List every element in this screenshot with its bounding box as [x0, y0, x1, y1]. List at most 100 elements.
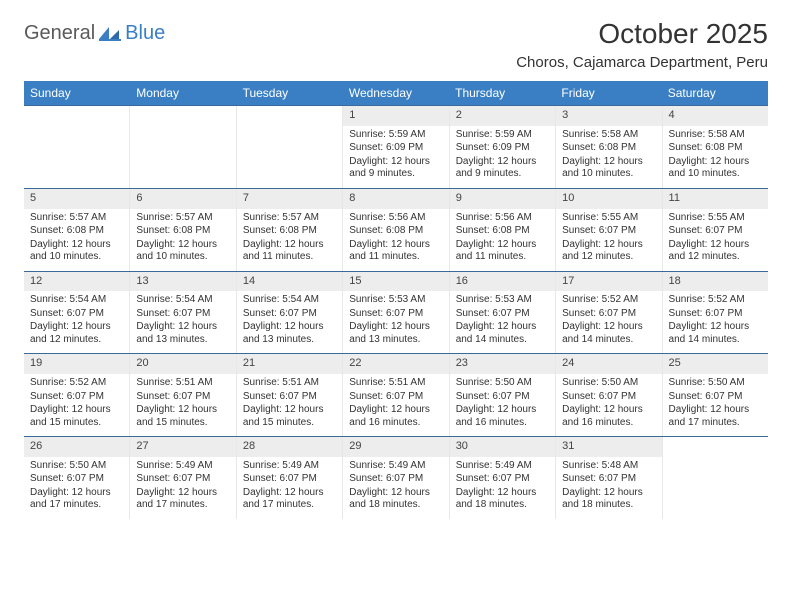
sunrise-text: Sunrise: 5:54 AM	[136, 294, 229, 307]
day-body: Sunrise: 5:53 AMSunset: 6:07 PMDaylight:…	[343, 291, 448, 353]
sunrise-text: Sunrise: 5:53 AM	[349, 294, 442, 307]
sunrise-text: Sunrise: 5:49 AM	[243, 460, 336, 473]
sunrise-text: Sunrise: 5:59 AM	[456, 129, 549, 142]
sunset-text: Sunset: 6:08 PM	[349, 225, 442, 238]
day-number: 6	[130, 189, 235, 209]
day-body: Sunrise: 5:54 AMSunset: 6:07 PMDaylight:…	[24, 291, 129, 353]
logo-sail-icon	[99, 27, 121, 41]
day-number: 29	[343, 437, 448, 457]
sunrise-text: Sunrise: 5:57 AM	[30, 212, 123, 225]
day-cell: 30Sunrise: 5:49 AMSunset: 6:07 PMDayligh…	[450, 437, 556, 519]
day-body: Sunrise: 5:48 AMSunset: 6:07 PMDaylight:…	[556, 457, 661, 519]
day-body: Sunrise: 5:57 AMSunset: 6:08 PMDaylight:…	[24, 209, 129, 271]
day-body: Sunrise: 5:58 AMSunset: 6:08 PMDaylight:…	[556, 126, 661, 188]
day-number: 20	[130, 354, 235, 374]
week-row: 1Sunrise: 5:59 AMSunset: 6:09 PMDaylight…	[24, 105, 768, 188]
sunset-text: Sunset: 6:07 PM	[349, 308, 442, 321]
sunrise-text: Sunrise: 5:52 AM	[562, 294, 655, 307]
title-block: October 2025 Choros, Cajamarca Departmen…	[516, 18, 768, 71]
header: General Blue October 2025 Choros, Cajama…	[24, 18, 768, 71]
calendar: SundayMondayTuesdayWednesdayThursdayFrid…	[24, 81, 768, 519]
day-number: 17	[556, 272, 661, 292]
day-body: Sunrise: 5:57 AMSunset: 6:08 PMDaylight:…	[130, 209, 235, 271]
sunset-text: Sunset: 6:08 PM	[456, 225, 549, 238]
daylight-text: Daylight: 12 hours and 9 minutes.	[456, 156, 549, 181]
sunset-text: Sunset: 6:07 PM	[669, 308, 762, 321]
daylight-text: Daylight: 12 hours and 10 minutes.	[562, 156, 655, 181]
day-number	[24, 106, 129, 126]
daylight-text: Daylight: 12 hours and 13 minutes.	[349, 321, 442, 346]
day-body: Sunrise: 5:54 AMSunset: 6:07 PMDaylight:…	[237, 291, 342, 353]
weeks-container: 1Sunrise: 5:59 AMSunset: 6:09 PMDaylight…	[24, 105, 768, 519]
day-body	[663, 457, 768, 466]
daylight-text: Daylight: 12 hours and 11 minutes.	[243, 239, 336, 264]
day-number: 21	[237, 354, 342, 374]
day-body: Sunrise: 5:50 AMSunset: 6:07 PMDaylight:…	[556, 374, 661, 436]
day-body: Sunrise: 5:52 AMSunset: 6:07 PMDaylight:…	[24, 374, 129, 436]
sunset-text: Sunset: 6:08 PM	[30, 225, 123, 238]
day-cell: 29Sunrise: 5:49 AMSunset: 6:07 PMDayligh…	[343, 437, 449, 519]
logo: General Blue	[24, 22, 165, 45]
day-cell: 13Sunrise: 5:54 AMSunset: 6:07 PMDayligh…	[130, 272, 236, 354]
day-header-cell: Saturday	[662, 81, 768, 105]
daylight-text: Daylight: 12 hours and 17 minutes.	[243, 487, 336, 512]
month-title: October 2025	[516, 18, 768, 50]
day-cell: 12Sunrise: 5:54 AMSunset: 6:07 PMDayligh…	[24, 272, 130, 354]
week-row: 5Sunrise: 5:57 AMSunset: 6:08 PMDaylight…	[24, 188, 768, 271]
daylight-text: Daylight: 12 hours and 11 minutes.	[456, 239, 549, 264]
day-cell: 16Sunrise: 5:53 AMSunset: 6:07 PMDayligh…	[450, 272, 556, 354]
day-number: 11	[663, 189, 768, 209]
day-cell: 26Sunrise: 5:50 AMSunset: 6:07 PMDayligh…	[24, 437, 130, 519]
location-text: Choros, Cajamarca Department, Peru	[516, 54, 768, 71]
daylight-text: Daylight: 12 hours and 16 minutes.	[349, 404, 442, 429]
sunset-text: Sunset: 6:09 PM	[456, 142, 549, 155]
day-body: Sunrise: 5:55 AMSunset: 6:07 PMDaylight:…	[663, 209, 768, 271]
daylight-text: Daylight: 12 hours and 12 minutes.	[562, 239, 655, 264]
sunset-text: Sunset: 6:07 PM	[669, 391, 762, 404]
day-cell: 1Sunrise: 5:59 AMSunset: 6:09 PMDaylight…	[343, 106, 449, 188]
day-number: 16	[450, 272, 555, 292]
day-number: 18	[663, 272, 768, 292]
day-cell: 27Sunrise: 5:49 AMSunset: 6:07 PMDayligh…	[130, 437, 236, 519]
day-number: 10	[556, 189, 661, 209]
sunset-text: Sunset: 6:07 PM	[30, 308, 123, 321]
daylight-text: Daylight: 12 hours and 15 minutes.	[136, 404, 229, 429]
day-number: 15	[343, 272, 448, 292]
day-cell	[130, 106, 236, 188]
sunset-text: Sunset: 6:07 PM	[562, 308, 655, 321]
day-number: 22	[343, 354, 448, 374]
sunset-text: Sunset: 6:07 PM	[349, 473, 442, 486]
day-body: Sunrise: 5:50 AMSunset: 6:07 PMDaylight:…	[663, 374, 768, 436]
day-header-cell: Monday	[130, 81, 236, 105]
sunset-text: Sunset: 6:07 PM	[243, 308, 336, 321]
sunset-text: Sunset: 6:07 PM	[562, 391, 655, 404]
sunset-text: Sunset: 6:07 PM	[456, 473, 549, 486]
sunset-text: Sunset: 6:07 PM	[243, 473, 336, 486]
sunset-text: Sunset: 6:08 PM	[669, 142, 762, 155]
day-cell: 6Sunrise: 5:57 AMSunset: 6:08 PMDaylight…	[130, 189, 236, 271]
day-number: 30	[450, 437, 555, 457]
day-cell	[663, 437, 768, 519]
day-number: 26	[24, 437, 129, 457]
logo-text-blue: Blue	[125, 22, 165, 45]
day-cell: 25Sunrise: 5:50 AMSunset: 6:07 PMDayligh…	[663, 354, 768, 436]
sunset-text: Sunset: 6:07 PM	[456, 391, 549, 404]
sunrise-text: Sunrise: 5:49 AM	[349, 460, 442, 473]
day-number: 7	[237, 189, 342, 209]
day-number: 8	[343, 189, 448, 209]
day-cell: 10Sunrise: 5:55 AMSunset: 6:07 PMDayligh…	[556, 189, 662, 271]
day-number: 14	[237, 272, 342, 292]
sunset-text: Sunset: 6:09 PM	[349, 142, 442, 155]
day-body	[237, 126, 342, 135]
sunrise-text: Sunrise: 5:57 AM	[243, 212, 336, 225]
daylight-text: Daylight: 12 hours and 11 minutes.	[349, 239, 442, 264]
day-body: Sunrise: 5:50 AMSunset: 6:07 PMDaylight:…	[450, 374, 555, 436]
daylight-text: Daylight: 12 hours and 18 minutes.	[456, 487, 549, 512]
day-number	[237, 106, 342, 126]
day-number: 19	[24, 354, 129, 374]
logo-text-general: General	[24, 22, 95, 45]
day-cell: 19Sunrise: 5:52 AMSunset: 6:07 PMDayligh…	[24, 354, 130, 436]
day-header-cell: Friday	[555, 81, 661, 105]
day-header-cell: Thursday	[449, 81, 555, 105]
day-body: Sunrise: 5:50 AMSunset: 6:07 PMDaylight:…	[24, 457, 129, 519]
